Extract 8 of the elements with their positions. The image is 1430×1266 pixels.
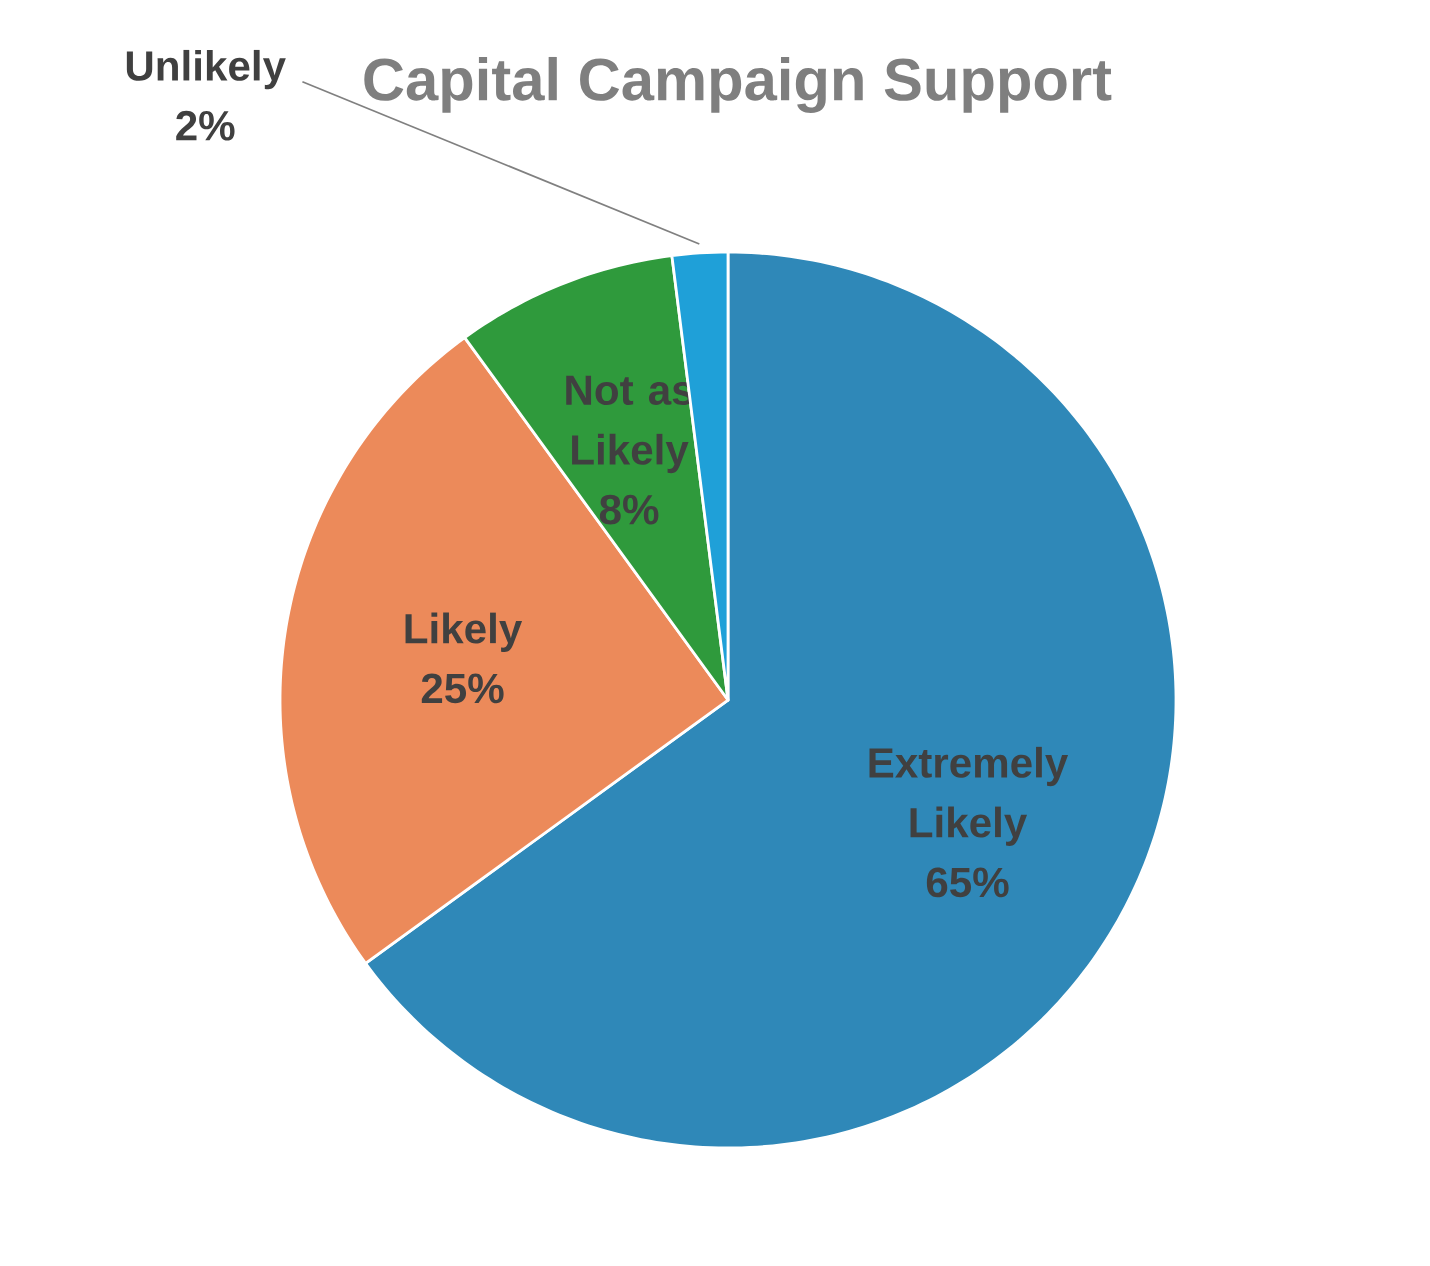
slice-label: Likely	[405, 612, 523, 652]
data-label: 65%	[926, 867, 1009, 898]
data-label: 25%	[421, 673, 504, 704]
slice-label: Unlikely	[126, 49, 286, 90]
data-label: 2%	[176, 110, 235, 141]
slice-label: Extremely Likely	[869, 746, 1069, 846]
data-label: 8%	[599, 494, 659, 525]
chart-title: Capital Campaign Support	[364, 56, 1112, 113]
